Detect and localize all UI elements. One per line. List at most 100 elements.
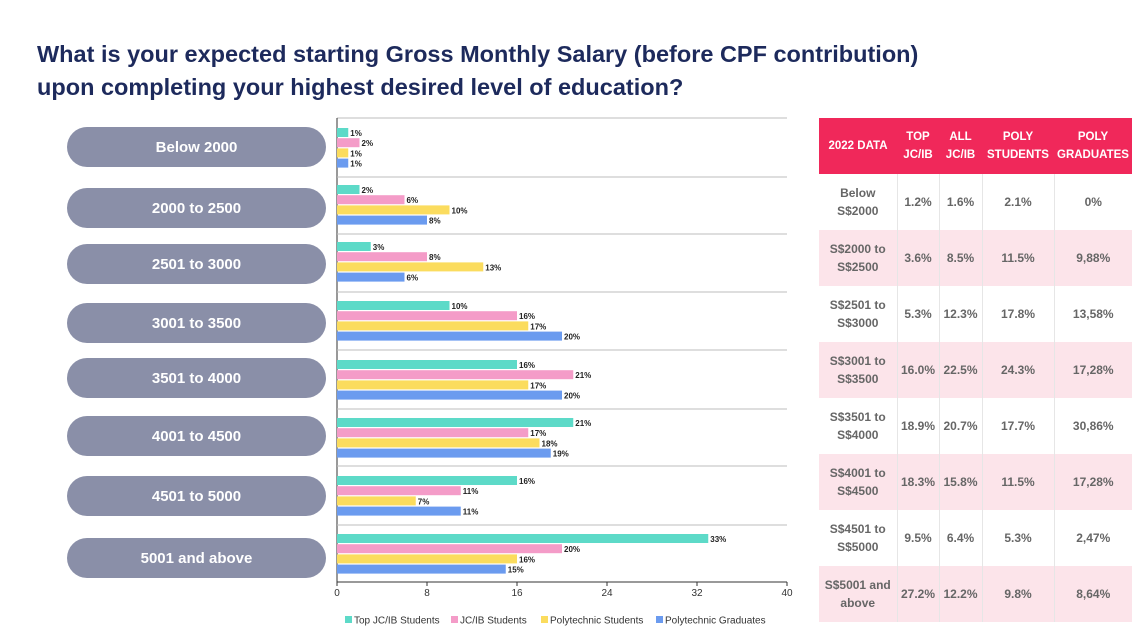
category-pill: 4501 to 5000 — [67, 476, 326, 516]
table-cell: S$3501 to S$4000 — [819, 398, 898, 454]
table-cell: 18.9% — [897, 398, 940, 454]
table-cell: S$2501 to S$3000 — [819, 286, 898, 342]
table-cell: 1.2% — [897, 174, 940, 230]
header-data-label: 2022 DATA — [819, 118, 897, 174]
bar — [337, 311, 517, 321]
bar-value-label: 6% — [407, 196, 419, 205]
bar — [337, 544, 562, 554]
table-cell: 9.8% — [982, 566, 1055, 622]
bar — [337, 360, 517, 369]
bar — [337, 148, 349, 158]
table-cell: S$2000 to S$2500 — [819, 230, 898, 286]
table-cell: 9,88% — [1054, 230, 1132, 286]
category-pill: 3001 to 3500 — [67, 303, 326, 343]
x-tick-label: 32 — [691, 588, 703, 599]
category-pill: 2501 to 3000 — [67, 244, 326, 284]
page-title: What is your expected starting Gross Mon… — [37, 38, 1037, 104]
bar-value-label: 2% — [362, 139, 374, 148]
table-cell: 1.6% — [939, 174, 983, 230]
bar-value-label: 33% — [710, 535, 726, 544]
table-cell: 3.6% — [897, 230, 940, 286]
table-row: S$5001 and above 27.2% 12.2% 9.8% 8,64% — [819, 566, 1132, 622]
bar-value-label: 10% — [452, 206, 468, 215]
table-cell: S$5001 and above — [819, 566, 898, 622]
legend-swatch — [656, 616, 663, 623]
bar — [337, 486, 461, 496]
bar — [337, 370, 574, 380]
bar — [337, 195, 405, 205]
bar — [337, 138, 360, 148]
bar-value-label: 17% — [530, 429, 546, 438]
bar — [337, 418, 574, 427]
legend-label: Polytechnic Graduates — [665, 616, 766, 627]
table-cell: 16.0% — [897, 342, 940, 398]
bar-value-label: 16% — [519, 555, 535, 564]
table-cell: 9.5% — [897, 510, 940, 566]
bar-value-label: 17% — [530, 381, 546, 390]
table-cell: 8,64% — [1054, 566, 1132, 622]
data-table: 2022 DATA TOP JC/IB ALL JC/IB POLY STUDE… — [819, 118, 1132, 622]
bar-value-label: 16% — [519, 477, 535, 486]
bar-value-label: 16% — [519, 361, 535, 370]
table-cell: S$3001 to S$3500 — [819, 342, 898, 398]
bar-value-label: 13% — [485, 263, 501, 272]
bar-value-label: 20% — [564, 545, 580, 554]
table-row: S$4001 to S$4500 18.3% 15.8% 11.5% 17,28… — [819, 454, 1132, 510]
legend-swatch — [541, 616, 548, 623]
table-cell: 27.2% — [897, 566, 940, 622]
table-cell: 17,28% — [1054, 454, 1132, 510]
x-tick-label: 0 — [334, 588, 340, 599]
bar-value-label: 17% — [530, 322, 546, 331]
table-cell: 22.5% — [939, 342, 983, 398]
table-cell: 8.5% — [939, 230, 983, 286]
bar — [337, 390, 562, 400]
x-tick-label: 40 — [781, 588, 793, 599]
bar — [337, 272, 405, 282]
bar — [337, 554, 517, 564]
header-all-jcib: ALL JC/IB — [939, 118, 982, 174]
bar-value-label: 8% — [429, 253, 441, 262]
table-cell: 13,58% — [1054, 286, 1132, 342]
table-cell: 6.4% — [939, 510, 983, 566]
bar-value-label: 1% — [350, 160, 362, 169]
bar-chart: 0 8 16 24 32 401%2%1%1%2%6%10%8%3%8%13%6%10%1… — [334, 117, 793, 627]
table-row: Below S$2000 1.2% 1.6% 2.1% 0% — [819, 174, 1132, 230]
bar — [337, 438, 540, 448]
bar — [337, 128, 349, 137]
bar-value-label: 10% — [452, 302, 468, 311]
bar — [337, 331, 562, 341]
table-cell: 15.8% — [939, 454, 983, 510]
table-cell: 11.5% — [982, 230, 1055, 286]
table-cell: 2,47% — [1054, 510, 1132, 566]
legend-label: Top JC/IB Students — [354, 616, 440, 627]
table-cell: 5.3% — [897, 286, 940, 342]
bar — [337, 564, 506, 574]
bar — [337, 428, 529, 438]
table-row: S$3501 to S$4000 18.9% 20.7% 17.7% 30,86… — [819, 398, 1132, 454]
table-cell: 17.7% — [982, 398, 1055, 454]
header-poly-graduates: POLY GRADUATES — [1054, 118, 1132, 174]
table-cell: 18.3% — [897, 454, 940, 510]
table-cell: 20.7% — [939, 398, 983, 454]
bar — [337, 185, 360, 194]
x-tick-label: 8 — [424, 588, 430, 599]
bar-value-label: 19% — [553, 450, 569, 459]
table-cell: S$4001 to S$4500 — [819, 454, 898, 510]
bar-value-label: 6% — [407, 274, 419, 283]
bar — [337, 215, 427, 225]
category-pill: 2000 to 2500 — [67, 188, 326, 228]
bar-value-label: 15% — [508, 566, 524, 575]
legend-swatch — [345, 616, 352, 623]
bar-value-label: 20% — [564, 392, 580, 401]
legend-label: JC/IB Students — [460, 616, 527, 627]
bar-value-label: 11% — [463, 508, 479, 517]
table-cell: 12.2% — [939, 566, 983, 622]
x-tick-label: 16 — [511, 588, 523, 599]
table-cell: S$4501 to S$5000 — [819, 510, 898, 566]
header-poly-students: POLY STUDENTS — [982, 118, 1054, 174]
bar-value-label: 18% — [542, 439, 558, 448]
bar — [337, 252, 427, 262]
bar-value-label: 20% — [564, 333, 580, 342]
bar-value-label: 11% — [463, 487, 479, 496]
table-row: S$2000 to S$2500 3.6% 8.5% 11.5% 9,88% — [819, 230, 1132, 286]
